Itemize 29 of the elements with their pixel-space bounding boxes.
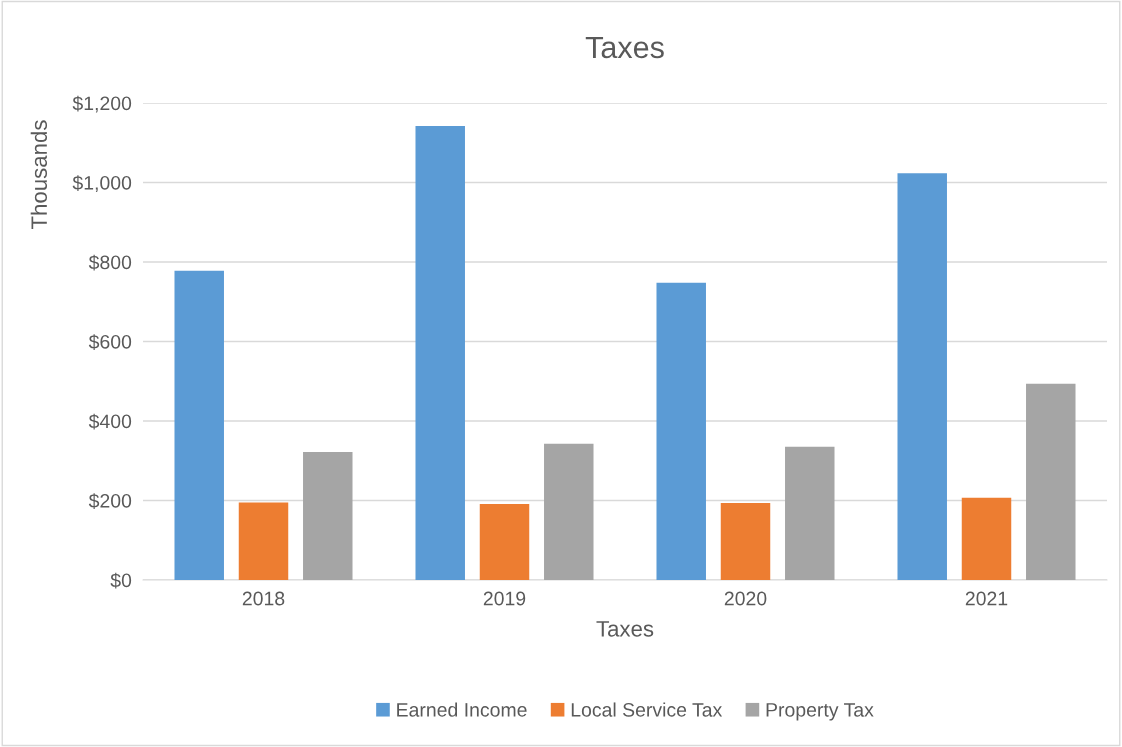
x-tick-label: 2020 bbox=[724, 591, 767, 606]
y-axis-title: Thousands bbox=[30, 120, 48, 230]
y-tick-label: $0 bbox=[110, 572, 132, 589]
bar bbox=[174, 270, 224, 580]
bar bbox=[720, 502, 771, 580]
bar bbox=[1026, 383, 1076, 580]
x-tick-label: 2019 bbox=[483, 591, 526, 606]
y-tick-label: $800 bbox=[88, 254, 132, 271]
bar bbox=[415, 126, 465, 580]
bar bbox=[544, 443, 594, 580]
bar bbox=[238, 502, 289, 580]
bar bbox=[656, 282, 706, 580]
x-tick-label: 2018 bbox=[242, 591, 285, 606]
y-tick-label: $1,000 bbox=[72, 175, 132, 193]
legend-label: Earned Income bbox=[397, 702, 527, 717]
y-tick-label: $600 bbox=[88, 334, 132, 350]
bar bbox=[897, 173, 947, 580]
bar bbox=[961, 497, 1012, 580]
x-tick-label: 2021 bbox=[965, 591, 1008, 606]
y-tick-label: $400 bbox=[88, 413, 132, 430]
legend-label: Property Tax bbox=[766, 703, 874, 721]
bar bbox=[785, 446, 835, 580]
bar bbox=[479, 504, 530, 580]
x-axis-title: Taxes bbox=[596, 621, 654, 637]
y-tick-label: $200 bbox=[88, 493, 132, 509]
chart-title: Taxes bbox=[585, 36, 664, 59]
legend-label: Local Service Tax bbox=[571, 702, 723, 717]
bar bbox=[303, 452, 353, 580]
y-tick-label: $1,200 bbox=[72, 95, 132, 113]
